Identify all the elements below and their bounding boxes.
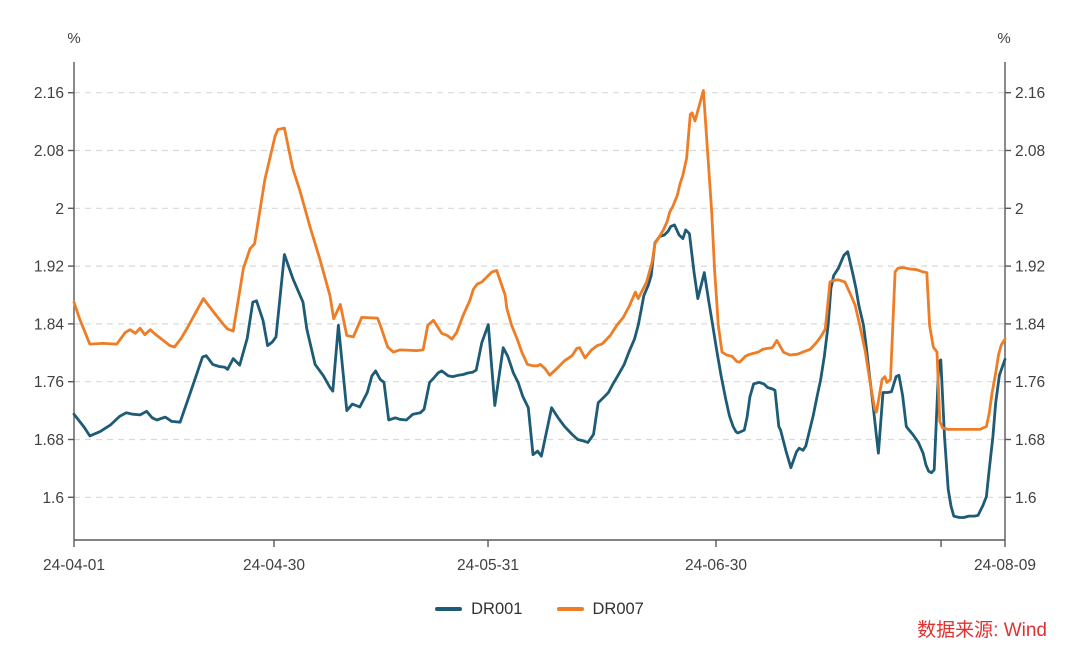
dr007-line (72, 89, 1007, 431)
x-axis-tick-label: 24-06-30 (685, 557, 747, 574)
y-axis-tick-label-left: 1.68 (34, 432, 64, 449)
x-axis-tick-label: 24-05-31 (457, 557, 519, 574)
y-axis-tick-label-left: 1.6 (42, 490, 64, 507)
x-axis-tick-label: 24-08-09 (974, 557, 1036, 574)
y-axis-tick-label-left: 2.16 (34, 85, 64, 102)
y-axis-tick-label-right: 1.84 (1015, 316, 1046, 333)
legend-item-dr007: DR007 (556, 599, 644, 619)
y-axis-tick-label-right: 2 (1015, 201, 1024, 218)
y-axis-tick-label-right: 1.6 (1015, 490, 1037, 507)
y-axis-tick-label-right: 2.08 (1015, 143, 1045, 160)
y-axis-tick-label-left: 2.08 (34, 143, 64, 160)
y-axis-tick-label-left: 2 (55, 201, 64, 218)
x-axis-tick-label: 24-04-30 (243, 557, 305, 574)
x-axis-tick-label: 24-04-01 (43, 557, 105, 574)
dr007-legend-label: DR007 (592, 599, 644, 618)
y-axis-tick-label-left: 1.92 (34, 259, 64, 276)
y-axis-tick-label-left: 1.84 (34, 316, 65, 333)
y-axis-tick-label-right: 1.68 (1015, 432, 1045, 449)
dr007-line-swatch (556, 606, 584, 612)
y-axis-tick-label-right: 1.76 (1015, 374, 1045, 391)
y-axis-unit-right: % (997, 30, 1011, 47)
legend-item-dr001: DR001 (435, 599, 523, 619)
dr001-legend-label: DR001 (471, 599, 523, 618)
y-axis-tick-label-right: 1.92 (1015, 259, 1045, 276)
chart-legend: DR001 DR007 (74, 596, 1005, 622)
dr001-line-swatch (435, 606, 463, 612)
y-axis-unit-left: % (67, 30, 81, 47)
dr001-line (72, 223, 1007, 519)
data-source-note: 数据来源: Wind (917, 620, 1047, 641)
y-axis-tick-label-left: 1.76 (34, 374, 64, 391)
y-axis-tick-label-right: 2.16 (1015, 85, 1045, 102)
